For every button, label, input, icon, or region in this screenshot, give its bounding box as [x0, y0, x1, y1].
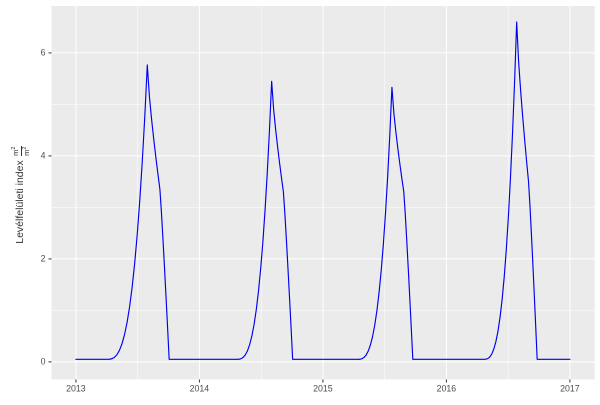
svg-text:2016: 2016: [437, 384, 457, 394]
svg-text:0: 0: [41, 357, 46, 367]
svg-text:2017: 2017: [560, 384, 580, 394]
svg-text:4: 4: [41, 151, 46, 161]
svg-text:2015: 2015: [313, 384, 333, 394]
svg-text:2014: 2014: [190, 384, 210, 394]
svg-text:2013: 2013: [66, 384, 86, 394]
svg-text:2: 2: [41, 254, 46, 264]
svg-text:6: 6: [41, 48, 46, 58]
